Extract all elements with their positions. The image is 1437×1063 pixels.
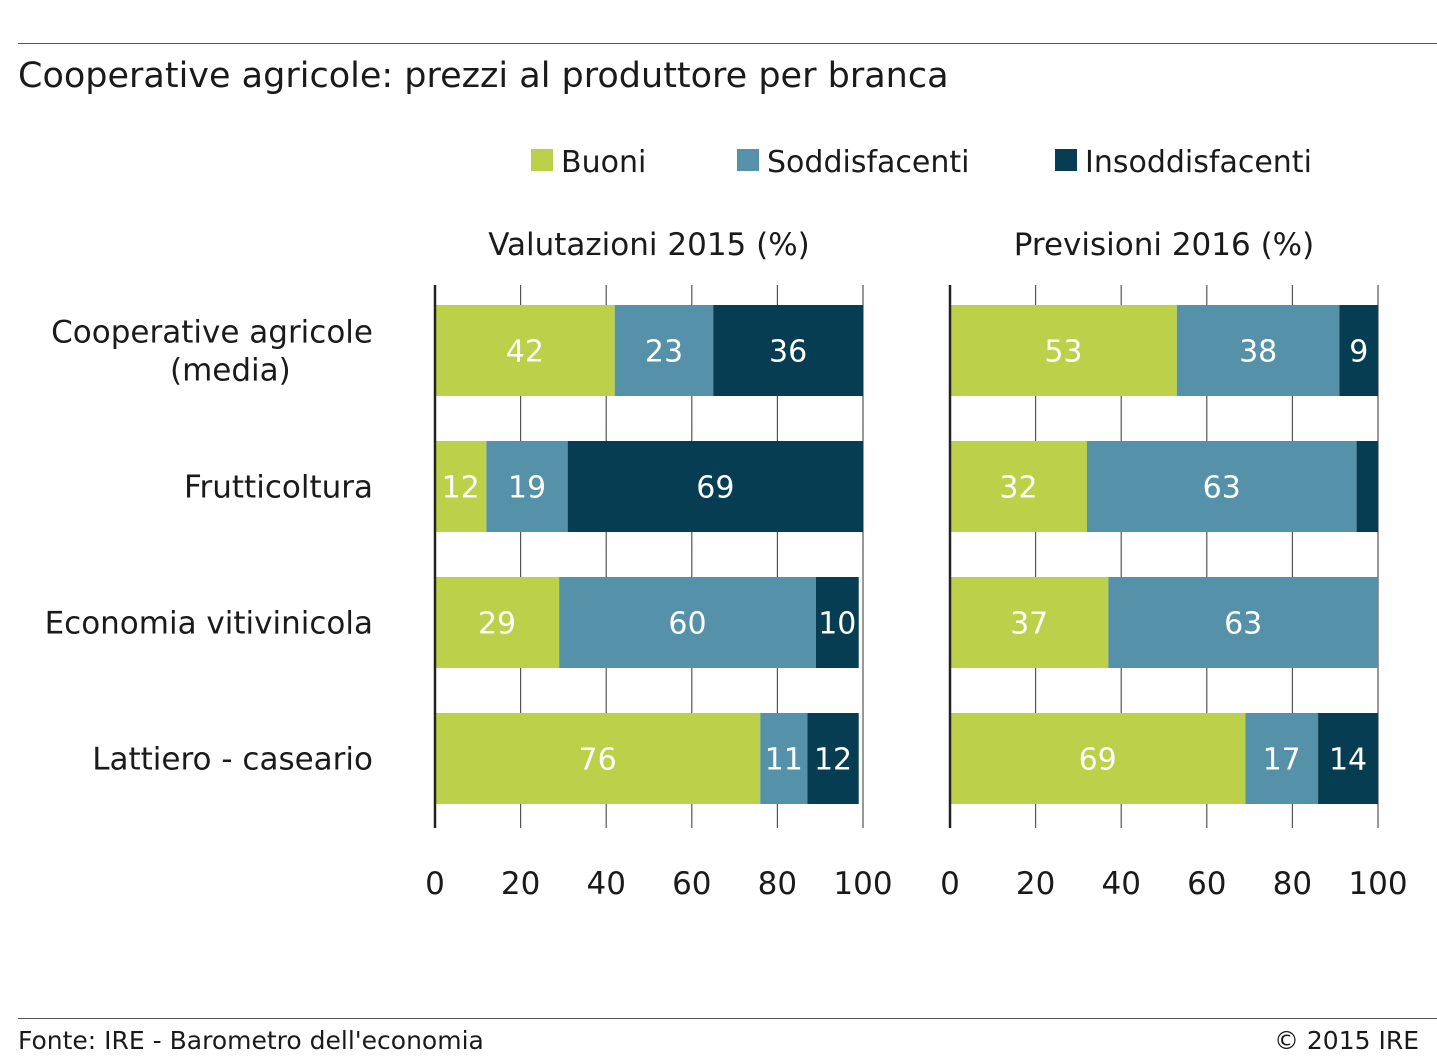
- previsioni-bar-buoni: [950, 305, 1177, 396]
- previsioni-data-label: 38: [1239, 335, 1277, 370]
- valutazioni-data-label: 29: [478, 607, 516, 642]
- previsioni-bar-buoni: [950, 441, 1087, 532]
- valutazioni-bar-soddisfacenti: [486, 441, 568, 532]
- valutazioni-bar-soddisfacenti: [614, 305, 714, 396]
- valutazioni-data-label: 60: [668, 607, 706, 642]
- valutazioni-tick-label: 60: [672, 866, 711, 902]
- previsioni-data-label: 9: [1349, 335, 1368, 370]
- valutazioni-bar-insoddisfacenti: [815, 577, 859, 668]
- valutazioni-data-label: 36: [769, 335, 807, 370]
- category-label: (media): [170, 353, 291, 389]
- valutazioni-data-label: 10: [818, 607, 856, 642]
- top-rule: [18, 43, 1437, 44]
- previsioni-bar-buoni: [950, 577, 1109, 668]
- previsioni-bar-buoni: [950, 713, 1246, 804]
- valutazioni-data-label: 19: [508, 471, 546, 506]
- category-label: Lattiero - caseario: [92, 742, 373, 778]
- valutazioni-bar-insoddisfacenti: [713, 305, 863, 396]
- valutazioni-tick-label: 20: [501, 866, 540, 902]
- legend-label-soddisfacenti: Soddisfacenti: [767, 145, 969, 180]
- previsioni-data-label: 53: [1044, 335, 1082, 370]
- valutazioni-data-label: 76: [579, 743, 617, 778]
- category-label: Frutticoltura: [184, 470, 373, 506]
- valutazioni-bar-buoni: [435, 305, 615, 396]
- previsioni-data-label: 63: [1224, 607, 1262, 642]
- previsioni-data-label: 14: [1329, 743, 1367, 778]
- previsioni-bar-soddisfacenti: [1108, 577, 1378, 668]
- valutazioni-data-label: 12: [814, 743, 852, 778]
- previsioni-bar-insoddisfacenti: [1356, 441, 1378, 532]
- previsioni-data-label: 37: [1010, 607, 1048, 642]
- previsioni-tick-label: 40: [1101, 866, 1140, 902]
- valutazioni-data-label: 42: [506, 335, 544, 370]
- previsioni-tick-label: 80: [1273, 866, 1312, 902]
- valutazioni-panel-title: Valutazioni 2015 (%): [488, 227, 810, 263]
- valutazioni-bar-insoddisfacenti: [807, 713, 859, 804]
- previsioni-data-label: 32: [999, 471, 1037, 506]
- valutazioni-tick-label: 100: [833, 866, 892, 902]
- legend-label-buoni: Buoni: [561, 145, 646, 180]
- legend-swatch-buoni: [531, 149, 553, 171]
- valutazioni-tick-label: 80: [758, 866, 797, 902]
- valutazioni-data-label: 23: [645, 335, 683, 370]
- previsioni-data-label: 17: [1263, 743, 1301, 778]
- legend-swatch-soddisfacenti: [737, 149, 759, 171]
- source-note: Fonte: IRE - Barometro dell'economia: [18, 1026, 484, 1055]
- previsioni-bar-soddisfacenti: [1245, 713, 1319, 804]
- previsioni-tick-label: 0: [940, 866, 960, 902]
- previsioni-bar-soddisfacenti: [1086, 441, 1357, 532]
- valutazioni-bar-soddisfacenti: [760, 713, 808, 804]
- valutazioni-tick-label: 40: [586, 866, 625, 902]
- bottom-rule: [18, 1018, 1437, 1019]
- previsioni-data-label: 63: [1203, 471, 1241, 506]
- legend-label-insoddisfacenti: Insoddisfacenti: [1085, 145, 1312, 180]
- category-label: Economia vitivinicola: [45, 606, 373, 642]
- previsioni-tick-label: 20: [1016, 866, 1055, 902]
- previsioni-data-label: 69: [1079, 743, 1117, 778]
- previsioni-bar-soddisfacenti: [1176, 305, 1340, 396]
- valutazioni-data-label: 12: [442, 471, 480, 506]
- valutazioni-data-label: 11: [765, 743, 803, 778]
- chart-title: Cooperative agricole: prezzi al produtto…: [18, 56, 949, 96]
- previsioni-panel-title: Previsioni 2016 (%): [1014, 227, 1314, 263]
- valutazioni-data-label: 69: [696, 471, 734, 506]
- legend-swatch-insoddisfacenti: [1055, 149, 1077, 171]
- previsioni-tick-label: 100: [1348, 866, 1407, 902]
- valutazioni-bar-buoni: [435, 713, 761, 804]
- category-label: Cooperative agricole: [51, 315, 373, 351]
- valutazioni-tick-label: 0: [425, 866, 445, 902]
- valutazioni-bar-buoni: [435, 441, 487, 532]
- valutazioni-bar-insoddisfacenti: [567, 441, 863, 532]
- valutazioni-bar-soddisfacenti: [559, 577, 816, 668]
- copyright-note: © 2015 IRE: [1273, 1026, 1419, 1055]
- valutazioni-bar-buoni: [435, 577, 560, 668]
- previsioni-tick-label: 60: [1187, 866, 1226, 902]
- previsioni-bar-insoddisfacenti: [1339, 305, 1378, 396]
- previsioni-bar-insoddisfacenti: [1318, 713, 1378, 804]
